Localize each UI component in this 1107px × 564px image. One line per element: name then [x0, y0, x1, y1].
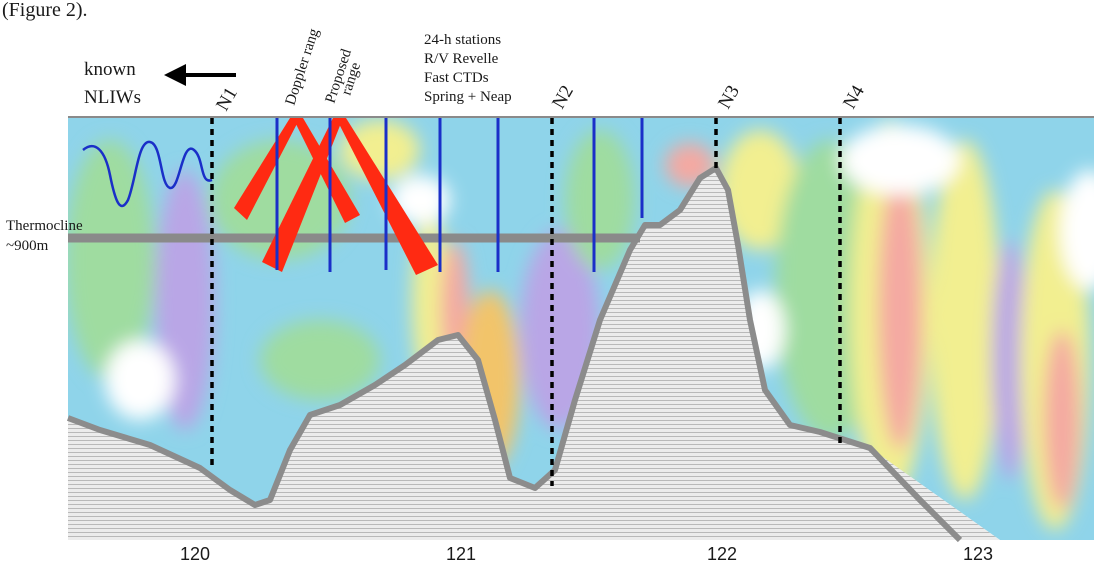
- x-tick-122: 122: [707, 544, 737, 564]
- mooring-label-n4: N4: [839, 81, 869, 112]
- sea-floor: [68, 168, 1000, 540]
- legend-line2: NLIWs: [84, 87, 141, 108]
- mooring-lines: [210, 118, 842, 486]
- mooring-label-n2: N2: [548, 82, 578, 113]
- thermocline-label: Thermocline: [6, 218, 83, 234]
- stations-note-line2: R/V Revelle: [424, 51, 499, 67]
- x-tick-121: 121: [446, 544, 476, 564]
- stations-note-line1: 24-h stations: [424, 32, 501, 48]
- stations-note-line4: Spring + Neap: [424, 89, 512, 105]
- doppler-range-label: Doppler rang: [283, 26, 323, 107]
- stations-note-line3: Fast CTDs: [424, 70, 489, 86]
- bathymetry-line: [66, 165, 963, 543]
- legend-line1: known: [84, 59, 136, 80]
- x-tick-123: 123: [963, 544, 993, 564]
- x-tick-120: 120: [180, 544, 210, 564]
- caption-top: (Figure 2).: [2, 0, 88, 21]
- nliw-wave: [82, 140, 213, 208]
- thermocline-depth-label: ~900m: [6, 238, 49, 254]
- mooring-label-n1: N1: [212, 84, 242, 115]
- direction-arrow-icon: [164, 64, 236, 86]
- station-lines: [275, 118, 644, 272]
- mooring-label-n3: N3: [714, 82, 744, 113]
